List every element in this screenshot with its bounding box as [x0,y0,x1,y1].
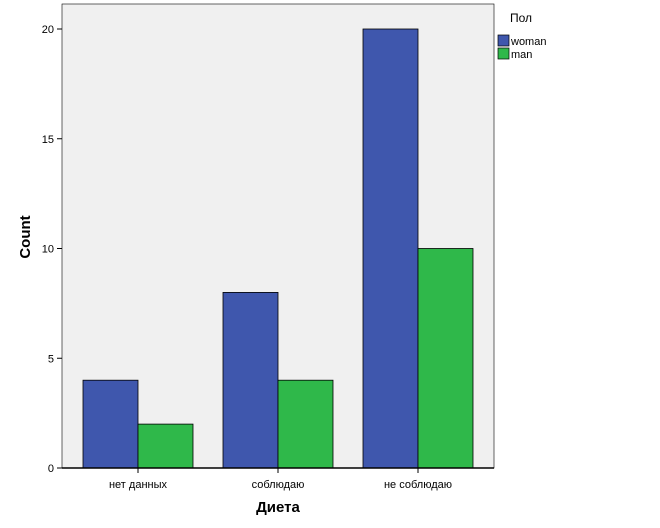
y-tick-label: 0 [48,463,54,475]
bar-woman-2 [362,28,419,469]
y-tick-label: 15 [42,134,54,146]
bar-man-1 [277,379,334,469]
x-tick-label: не соблюдаю [384,479,452,491]
x-tick-label: нет данных [109,479,168,491]
x-axis: нет данных соблюдаю не соблюдаю [109,468,452,491]
y-axis: 0 5 10 15 20 [42,24,62,475]
y-axis-title: Count [17,215,34,258]
legend-title: Пол [510,11,532,25]
x-tick-label: соблюдаю [252,479,305,491]
legend-label-woman: woman [510,36,546,48]
legend-swatch-woman [497,34,510,47]
bar-woman-0 [82,379,139,469]
x-axis-title: Диета [256,499,300,516]
y-tick-label: 20 [42,24,54,36]
bar-man-0 [137,423,194,469]
bar-woman-1 [222,291,279,469]
bars-layer [82,28,474,469]
y-tick-label: 10 [42,244,54,256]
legend-label-man: man [511,49,532,61]
bar-man-2 [417,248,474,469]
legend-swatch-man [497,47,510,60]
y-tick-label: 5 [48,353,54,365]
